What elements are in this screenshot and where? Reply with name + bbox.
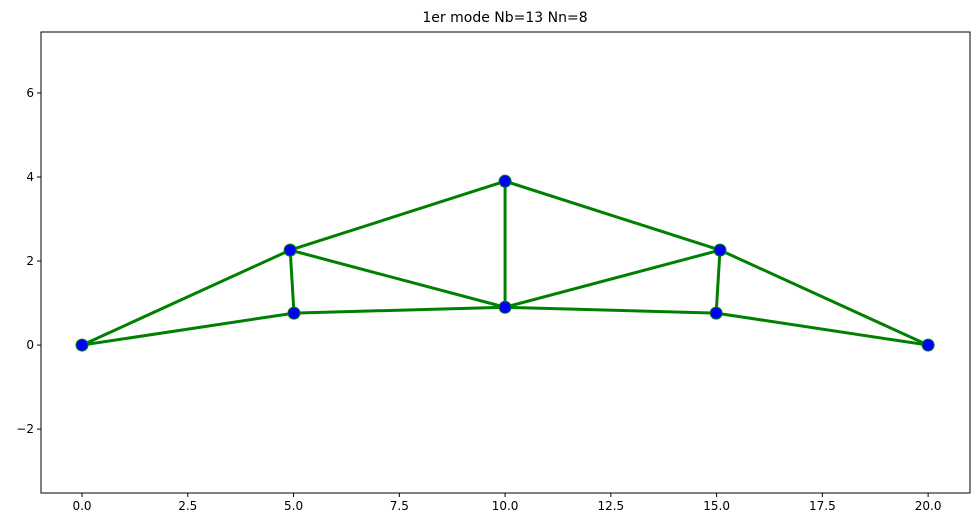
truss-bar <box>81 311 295 347</box>
truss-bar <box>293 305 506 315</box>
plot-frame <box>40 31 971 494</box>
y-tick-label: −2 <box>16 422 34 436</box>
truss-bar <box>289 248 506 309</box>
y-tick-label: 6 <box>26 86 34 100</box>
truss-bar <box>714 250 722 314</box>
x-tick-label: 2.5 <box>178 499 197 513</box>
node <box>75 338 89 352</box>
y-tick-label: 2 <box>26 254 34 268</box>
node <box>498 300 512 314</box>
x-tick-label: 10.0 <box>492 499 519 513</box>
x-tick-label: 0.0 <box>72 499 91 513</box>
x-tick-label: 17.5 <box>809 499 836 513</box>
node <box>709 306 723 320</box>
node <box>287 306 301 320</box>
truss-bar <box>289 179 506 252</box>
truss-bar <box>504 248 721 309</box>
truss-bar <box>719 248 929 347</box>
truss-bar <box>504 179 721 252</box>
x-tick-label: 7.5 <box>390 499 409 513</box>
x-tick-label: 5.0 <box>284 499 303 513</box>
truss-bar <box>288 250 296 314</box>
x-tick-label: 15.0 <box>703 499 730 513</box>
y-tick-label: 0 <box>26 338 34 352</box>
y-tick-label: 4 <box>26 170 34 184</box>
truss-bar <box>715 311 929 347</box>
node <box>283 243 297 257</box>
truss-bar <box>81 248 291 347</box>
chart-title: 1er mode Nb=13 Nn=8 <box>422 10 587 26</box>
x-tick-label: 20.0 <box>915 499 942 513</box>
node <box>498 174 512 188</box>
node <box>921 338 935 352</box>
x-tick-label: 12.5 <box>597 499 624 513</box>
truss-bar <box>505 305 717 315</box>
node <box>713 243 727 257</box>
